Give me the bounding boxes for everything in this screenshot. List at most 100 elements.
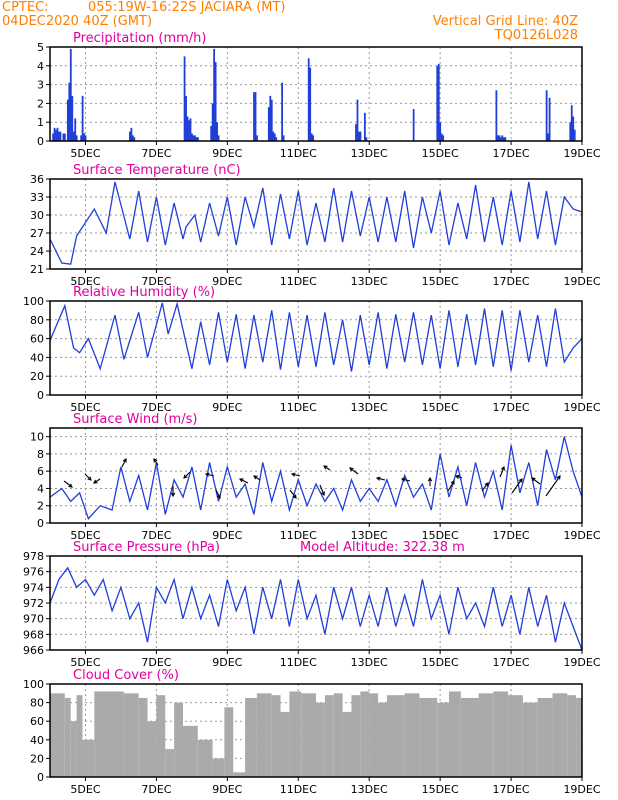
precip-bar bbox=[356, 99, 359, 141]
wind-arrow-head bbox=[68, 483, 73, 488]
precip-bar bbox=[495, 90, 498, 141]
series-line bbox=[49, 181, 583, 265]
cloud-column bbox=[165, 749, 175, 777]
precip-bar bbox=[548, 97, 551, 141]
cloud-column bbox=[437, 702, 449, 777]
cloud-column bbox=[342, 711, 352, 777]
wind-arrow-head bbox=[500, 465, 505, 471]
precip-bar bbox=[282, 135, 285, 141]
wind-arrow-head bbox=[253, 475, 258, 480]
cloud-column bbox=[233, 772, 246, 777]
y-tick-label: 4 bbox=[37, 482, 44, 495]
precip-bar bbox=[502, 137, 505, 141]
x-tick-label: 17DEC bbox=[493, 783, 530, 796]
cloud-column bbox=[245, 697, 257, 777]
chart-title: Cloud Cover (%) bbox=[73, 668, 179, 683]
precip-bar bbox=[81, 95, 84, 141]
precip-bar bbox=[569, 122, 572, 141]
y-tick-label: 33 bbox=[30, 191, 44, 204]
chart-title: Surface Pressure (hPa) bbox=[73, 540, 220, 555]
series-line bbox=[49, 566, 583, 651]
wind-arrow bbox=[319, 484, 325, 496]
precip-bar bbox=[570, 105, 573, 141]
y-tick-label: 2 bbox=[37, 97, 44, 110]
precip-bar bbox=[191, 133, 193, 141]
precip-bar bbox=[75, 135, 78, 141]
precip-bar bbox=[55, 129, 57, 141]
precip-bar bbox=[269, 95, 272, 141]
x-tick-label: 15DEC bbox=[422, 275, 459, 288]
wind-arrow-head bbox=[290, 472, 296, 477]
precip-bar bbox=[365, 137, 368, 141]
x-tick-label: 15DEC bbox=[422, 147, 459, 160]
precip-bar bbox=[129, 131, 131, 141]
x-tick-label: 17DEC bbox=[493, 147, 530, 160]
cloud-column bbox=[576, 697, 582, 777]
cloud-column bbox=[94, 691, 124, 777]
cloud-column bbox=[123, 693, 139, 777]
x-tick-label: 9DEC bbox=[212, 783, 242, 796]
wind-arrow-head bbox=[484, 482, 489, 487]
wind-arrow bbox=[447, 480, 455, 492]
precip-bar bbox=[192, 135, 195, 141]
x-tick-label: 9DEC bbox=[212, 656, 242, 669]
precip-bar bbox=[210, 125, 213, 141]
x-tick-label: 13DEC bbox=[351, 783, 388, 796]
precip-bar bbox=[62, 133, 65, 141]
cloud-column bbox=[351, 695, 361, 777]
header-location: 055:19W-16:22S JACIARA (MT) bbox=[88, 0, 286, 15]
precip-bar bbox=[185, 95, 187, 141]
y-tick-label: 36 bbox=[30, 173, 44, 186]
wind-arrow bbox=[121, 458, 127, 468]
x-tick-label: 7DEC bbox=[141, 147, 171, 160]
cloud-column bbox=[82, 739, 95, 777]
wind-arrow-head bbox=[122, 457, 127, 463]
y-tick-label: 40 bbox=[30, 734, 44, 747]
panel-frame bbox=[49, 46, 583, 142]
wind-arrow bbox=[323, 465, 331, 471]
y-tick-label: 40 bbox=[30, 351, 44, 364]
x-tick-label: 17DEC bbox=[493, 275, 530, 288]
cloud-column bbox=[324, 695, 334, 777]
chart-title: Relative Humidity (%) bbox=[73, 285, 215, 300]
wind-arrow-head bbox=[531, 477, 536, 482]
y-tick-label: 4 bbox=[37, 60, 44, 73]
precip-bar bbox=[253, 92, 255, 141]
precip-bar bbox=[273, 133, 276, 141]
cloud-column bbox=[378, 702, 387, 777]
precip-bar bbox=[217, 135, 220, 141]
cloud-column bbox=[174, 702, 183, 777]
cloud-column bbox=[224, 707, 234, 777]
y-tick-label: 20 bbox=[30, 752, 44, 765]
wind-arrow-head bbox=[238, 478, 244, 483]
x-tick-label: 19DEC bbox=[563, 147, 600, 160]
x-tick-label: 7DEC bbox=[141, 529, 171, 542]
precip-bar bbox=[194, 135, 196, 141]
x-tick-label: 19DEC bbox=[563, 529, 600, 542]
cloud-column bbox=[147, 721, 157, 777]
precip-bar bbox=[572, 116, 575, 141]
precip-bar bbox=[355, 124, 357, 141]
cloud-column bbox=[522, 702, 538, 777]
precip-bar bbox=[66, 99, 69, 141]
y-tick-label: 100 bbox=[23, 678, 44, 691]
wind-arrow bbox=[531, 477, 541, 485]
wind-arrow-head bbox=[349, 467, 354, 472]
header-grid-note: Vertical Grid Line: 40Z bbox=[432, 14, 578, 29]
x-tick-label: 17DEC bbox=[493, 401, 530, 414]
precip-bar bbox=[573, 129, 576, 141]
x-tick-label: 5DEC bbox=[70, 529, 100, 542]
cloud-column bbox=[360, 691, 370, 777]
header-date: 04DEC2020 40Z (GMT) bbox=[2, 14, 153, 29]
y-tick-label: 8 bbox=[37, 448, 44, 461]
chart-annotation: Model Altitude: 322.38 m bbox=[300, 540, 465, 555]
cloud-column bbox=[183, 725, 198, 777]
x-tick-label: 17DEC bbox=[493, 529, 530, 542]
precip-bar bbox=[281, 82, 284, 141]
wind-arrow-head bbox=[170, 492, 176, 498]
x-tick-label: 7DEC bbox=[141, 401, 171, 414]
x-tick-label: 15DEC bbox=[422, 401, 459, 414]
wind-arrow bbox=[205, 473, 215, 477]
x-tick-label: 13DEC bbox=[351, 401, 388, 414]
